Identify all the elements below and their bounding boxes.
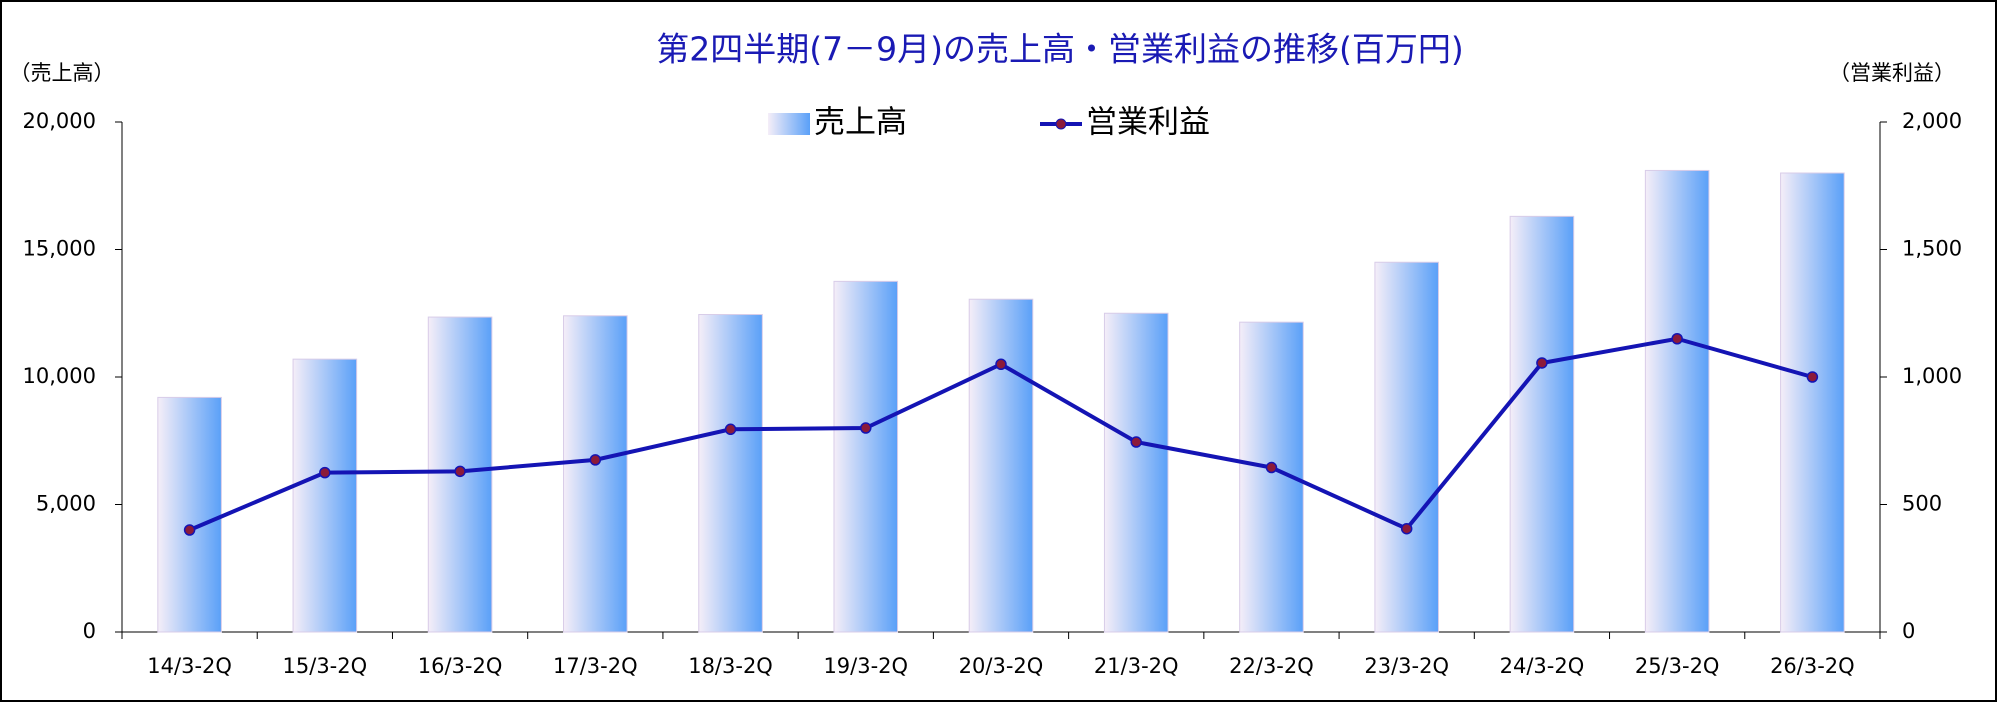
line-marker	[724, 423, 737, 436]
chart-title: 第2四半期(7－9月)の売上高・営業利益の推移(百万円)	[656, 30, 1464, 69]
bar	[1509, 215, 1575, 633]
x-tick-label: 18/3-2Q	[688, 654, 773, 678]
line-marker	[183, 524, 196, 536]
x-tick-label: 24/3-2Q	[1500, 654, 1585, 678]
line-marker	[1536, 357, 1548, 369]
x-tick-label: 26/3-2Q	[1770, 654, 1855, 678]
y-tick-label: 15,000	[23, 237, 96, 261]
x-tick-label: 22/3-2Q	[1229, 654, 1314, 678]
legend-marker	[1055, 118, 1067, 130]
legend-label: 営業利益	[1086, 105, 1210, 141]
y2-axis-label: （営業利益）	[1829, 61, 1955, 85]
line-marker	[1806, 371, 1819, 383]
line-marker	[1400, 522, 1413, 535]
y-tick-label: 10,000	[23, 364, 96, 388]
line-marker	[454, 465, 466, 478]
y-tick-label: 20,000	[23, 109, 96, 133]
y2-tick-label: 2,000	[1902, 109, 1962, 133]
line-marker	[1130, 436, 1142, 448]
y-tick-label: 0	[83, 619, 96, 643]
line-marker	[860, 422, 872, 434]
bar	[1780, 172, 1845, 633]
x-tick-label: 23/3-2Q	[1364, 654, 1449, 678]
y-axis-label: （売上高）	[10, 61, 115, 85]
y2-tick-label: 0	[1902, 619, 1915, 643]
x-tick-label: 15/3-2Q	[283, 654, 368, 678]
line-marker	[319, 466, 331, 479]
x-tick-label: 16/3-2Q	[418, 654, 503, 678]
y-tick-label: 5,000	[36, 492, 96, 516]
bar	[563, 315, 628, 633]
x-tick-label: 25/3-2Q	[1635, 654, 1720, 678]
bar	[1644, 169, 1710, 633]
y2-tick-label: 1,500	[1902, 237, 1962, 261]
line-marker	[589, 454, 602, 466]
legend-label: 売上高	[814, 105, 907, 141]
x-tick-label: 19/3-2Q	[823, 654, 908, 678]
y2-tick-label: 1,000	[1902, 364, 1962, 388]
bar	[1374, 261, 1439, 633]
bar	[698, 314, 763, 633]
bar	[968, 298, 1034, 633]
x-tick-label: 17/3-2Q	[553, 654, 638, 678]
x-tick-label: 20/3-2Q	[959, 654, 1044, 678]
line-marker	[995, 358, 1007, 370]
x-tick-label: 14/3-2Q	[147, 654, 232, 678]
bar	[1103, 312, 1169, 633]
y2-tick-label: 500	[1902, 492, 1942, 516]
line-marker	[1265, 461, 1278, 474]
bar	[292, 358, 358, 633]
x-tick-label: 21/3-2Q	[1094, 654, 1179, 678]
line-marker	[1671, 333, 1683, 345]
bar	[157, 396, 222, 633]
legend-swatch	[768, 113, 810, 135]
bar	[833, 280, 899, 633]
